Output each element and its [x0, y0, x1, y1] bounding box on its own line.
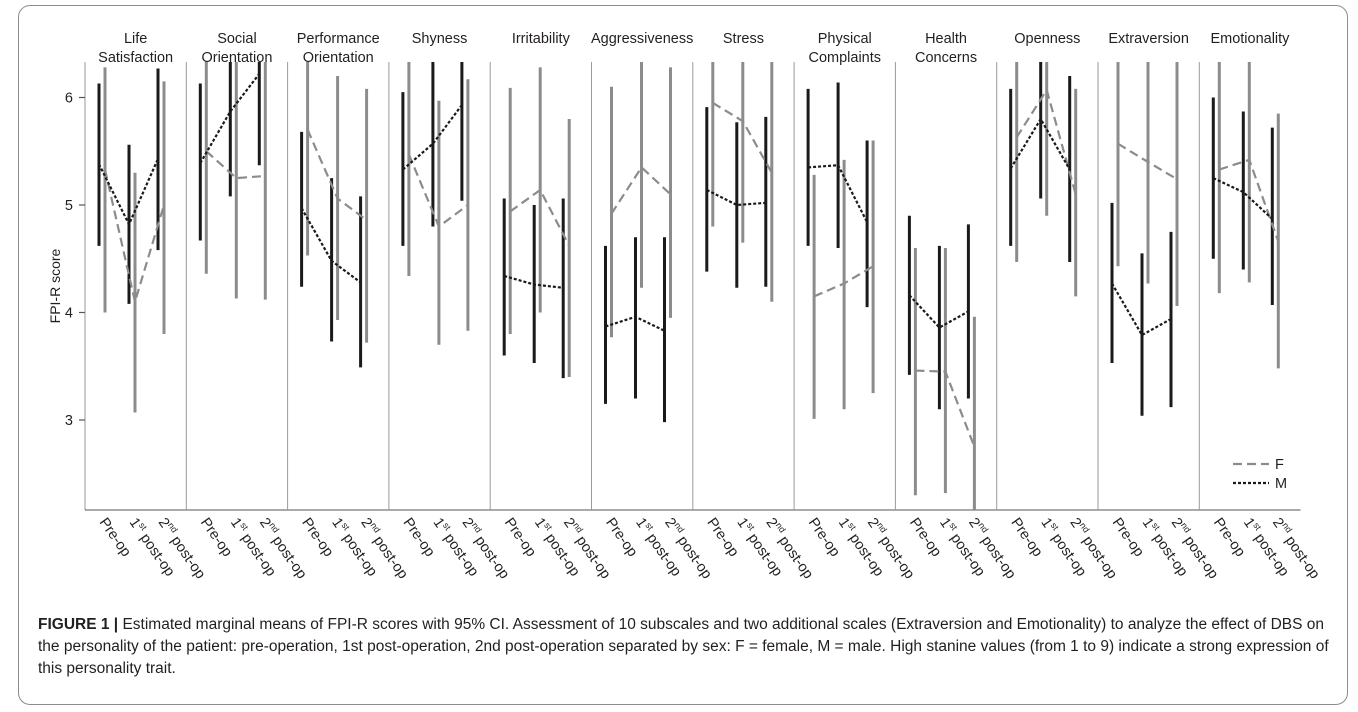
panel-title: Complaints [808, 50, 881, 66]
panel-title: Physical [818, 31, 872, 47]
mean-line-f [1015, 87, 1077, 195]
caption-text: Estimated marginal means of FPI-R scores… [38, 616, 1329, 677]
mean-line-f [813, 265, 874, 298]
x-tick-sup: st [137, 521, 149, 533]
mean-line-m [98, 158, 160, 227]
panel-title: Social [217, 31, 257, 47]
mean-line-m [1111, 282, 1172, 337]
mean-line-f [1117, 142, 1178, 181]
x-tick-sup: st [1150, 521, 1162, 533]
x-tick-sup: nd [470, 521, 484, 535]
legend-label-f: F [1275, 457, 1284, 473]
mean-line-m [402, 104, 463, 171]
mean-line-f [103, 169, 166, 307]
mean-line-m [605, 315, 665, 332]
panel-title: Shyness [412, 31, 468, 47]
legend-label-m: M [1275, 476, 1287, 492]
panel-title: Satisfaction [98, 50, 173, 66]
x-tick-sup: nd [1078, 521, 1092, 535]
mean-line-f [407, 154, 469, 229]
x-tick-sup: nd [267, 521, 281, 535]
x-tick-sup: nd [774, 521, 788, 535]
mean-line-m [503, 274, 564, 289]
mean-line-m [199, 73, 261, 164]
x-tick-sup: st [745, 521, 757, 533]
panel-title: Orientation [303, 50, 374, 66]
mean-line-m [1009, 116, 1071, 171]
mean-line-f [610, 165, 672, 215]
figure-frame [18, 5, 1348, 705]
x-tick-sup: st [542, 521, 554, 533]
x-tick-sup: nd [976, 521, 990, 535]
mean-line-m [300, 207, 362, 284]
y-axis-label: FPI-R score [47, 248, 63, 323]
mean-line-m [808, 164, 869, 223]
panel-title: Openness [1014, 31, 1080, 47]
panel-title: Life [124, 31, 147, 47]
panel-title: Irritability [512, 31, 571, 47]
panel-title: Aggressiveness [591, 31, 693, 47]
x-tick-sup: nd [672, 521, 686, 535]
x-tick-sup: st [846, 521, 858, 533]
x-tick-sup: st [1251, 521, 1263, 533]
panel-title: Emotionality [1210, 31, 1290, 47]
x-tick-sup: nd [369, 521, 383, 535]
x-tick-sup: nd [875, 521, 889, 535]
x-tick-sup: nd [166, 521, 180, 535]
y-tick-label: 5 [65, 198, 73, 214]
x-tick-sup: nd [1280, 521, 1294, 535]
x-tick-sup: st [643, 521, 655, 533]
x-tick-sup: st [441, 521, 453, 533]
panel-title: Concerns [915, 50, 977, 66]
mean-line-f [712, 101, 773, 174]
x-tick-sup: st [340, 521, 352, 533]
x-tick-sup: st [1049, 521, 1061, 533]
y-tick-label: 4 [65, 306, 73, 322]
panel-title: Stress [723, 31, 764, 47]
figure-caption: FIGURE 1 | Estimated marginal means of F… [38, 614, 1338, 680]
mean-line-f [915, 369, 976, 448]
x-tick-sup: nd [571, 521, 585, 535]
mean-line-m [706, 188, 766, 207]
panel-title: Extraversion [1108, 31, 1189, 47]
panel-title: Orientation [201, 50, 272, 66]
x-tick-sup: st [238, 521, 250, 533]
panel-title: Performance [297, 31, 380, 47]
y-tick-label: 6 [65, 91, 73, 107]
mean-line-f [205, 150, 266, 180]
mean-line-f [306, 129, 368, 221]
mean-line-m [1212, 177, 1274, 220]
mean-line-f [509, 188, 571, 247]
caption-label: FIGURE 1 | [38, 616, 119, 633]
x-tick-sup: nd [1179, 521, 1193, 535]
mean-line-m [908, 294, 969, 329]
y-tick-label: 3 [65, 413, 73, 429]
x-tick-sup: st [947, 521, 959, 533]
panel-title: Health [925, 31, 967, 47]
